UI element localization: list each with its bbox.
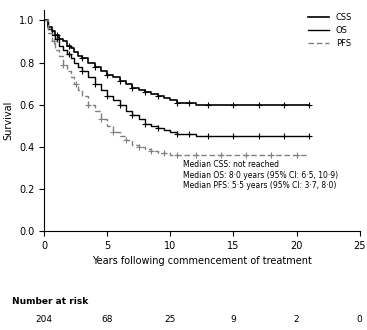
Text: Median CSS: not reached
Median OS: 8·0 years (95% CI: 6·5, 10·9)
Median PFS: 5·5: Median CSS: not reached Median OS: 8·0 y… [183, 160, 338, 190]
Line: CSS: CSS [44, 20, 309, 105]
Text: 2: 2 [294, 315, 299, 324]
OS [53, 37, 58, 41]
Text: Number at risk: Number at risk [12, 297, 89, 306]
CSS [231, 103, 236, 107]
OS [206, 134, 210, 138]
PFS [269, 153, 273, 157]
OS [307, 134, 311, 138]
CSS [42, 18, 46, 22]
OS [231, 134, 236, 138]
X-axis label: Years following commencement of treatment: Years following commencement of treatmen… [92, 256, 312, 266]
OS [269, 134, 273, 138]
Text: 25: 25 [165, 315, 176, 324]
CSS [219, 103, 223, 107]
CSS [307, 103, 311, 107]
PFS [130, 143, 135, 147]
PFS [72, 82, 77, 85]
PFS [244, 153, 248, 157]
OS [42, 18, 46, 22]
Line: PFS: PFS [44, 20, 309, 155]
PFS [92, 109, 97, 113]
CSS [53, 33, 58, 37]
CSS [206, 103, 210, 107]
CSS [269, 103, 273, 107]
OS [219, 134, 223, 138]
Text: 68: 68 [101, 315, 113, 324]
OS [219, 134, 223, 138]
Y-axis label: Survival: Survival [3, 101, 13, 140]
PFS [168, 153, 172, 157]
PFS [307, 153, 311, 157]
PFS [42, 18, 46, 22]
Text: 0: 0 [357, 315, 363, 324]
Legend: CSS, OS, PFS: CSS, OS, PFS [305, 10, 356, 51]
Text: 9: 9 [230, 315, 236, 324]
PFS [257, 153, 261, 157]
OS [193, 134, 198, 138]
CSS [193, 103, 198, 107]
Line: OS: OS [44, 20, 309, 136]
Text: 204: 204 [36, 315, 52, 324]
CSS [219, 103, 223, 107]
